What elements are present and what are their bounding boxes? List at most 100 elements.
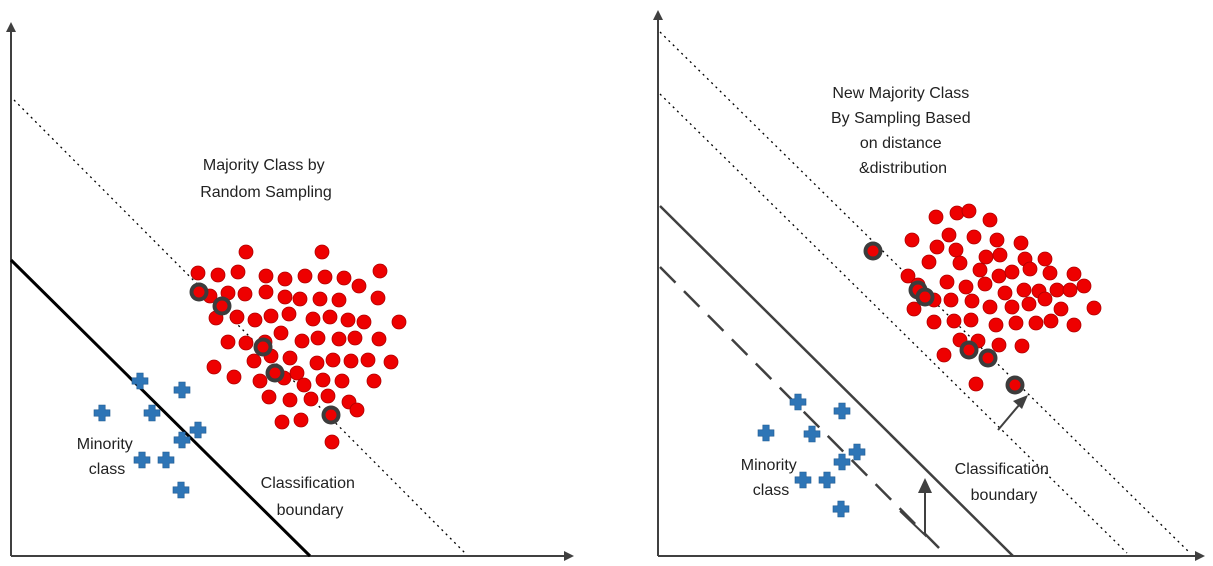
majority-point (226, 369, 242, 385)
majority-point (906, 301, 922, 317)
majority-point (1014, 338, 1030, 354)
majority-point (900, 268, 916, 284)
majority-point (246, 353, 262, 369)
margin-shift-arrowhead-icon (1013, 395, 1028, 409)
majority-point (220, 334, 236, 350)
majority-point (320, 388, 336, 404)
majority-point (926, 314, 942, 330)
majority-point (322, 309, 338, 325)
left-margin-line (13, 99, 466, 554)
majority-point (206, 359, 222, 375)
majority-point (1008, 315, 1024, 331)
majority-point (247, 312, 263, 328)
majority-point (1037, 291, 1053, 307)
majority-point (371, 331, 387, 347)
right-panel: New Majority Class By Sampling Based on … (653, 10, 1205, 561)
majority-point (952, 255, 968, 271)
majority-point (331, 331, 347, 347)
selected-majority-point-core (257, 341, 269, 353)
majority-point (977, 276, 993, 292)
left-boundary-label: Classification boundary (261, 475, 360, 519)
majority-point (237, 286, 253, 302)
majority-point (943, 292, 959, 308)
majority-point (1053, 301, 1069, 317)
minority-point-plus-icon (818, 471, 836, 489)
majority-point (948, 242, 964, 258)
left-majority-points (189, 244, 407, 450)
right-majority-label: New Majority Class By Sampling Based on … (831, 85, 975, 177)
minority-point-plus-icon (172, 481, 190, 499)
minority-point-plus-icon (157, 451, 175, 469)
majority-point (324, 434, 340, 450)
selected-majority-point-core (216, 300, 228, 312)
minority-point-plus-icon (848, 443, 866, 461)
majority-point (936, 347, 952, 363)
majority-point (340, 312, 356, 328)
majority-point (282, 392, 298, 408)
majority-point (309, 355, 325, 371)
majority-point (1004, 299, 1020, 315)
right-classification-boundary (659, 205, 1014, 557)
majority-point (336, 270, 352, 286)
majority-point (281, 306, 297, 322)
majority-point (1016, 282, 1032, 298)
majority-point (1076, 278, 1092, 294)
right-majority-label-line-3: on distance (860, 135, 942, 152)
majority-point (1037, 251, 1053, 267)
majority-point (303, 391, 319, 407)
majority-point (274, 414, 290, 430)
left-minority-points (93, 372, 207, 499)
minority-point-plus-icon (803, 425, 821, 443)
majority-point (331, 292, 347, 308)
boundary-shift-arrowhead-icon (918, 478, 932, 493)
right-majority-label-line-4: &distribution (859, 160, 947, 177)
majority-point (252, 373, 268, 389)
majority-point (297, 268, 313, 284)
majority-point (293, 412, 309, 428)
majority-point (315, 372, 331, 388)
left-boundary-label-line-2: boundary (277, 502, 344, 519)
majority-point (928, 209, 944, 225)
right-majority-label-line-1: New Majority Class (832, 85, 969, 102)
majority-point (972, 262, 988, 278)
left-majority-label-line-2: Random Sampling (200, 184, 332, 201)
majority-point (258, 284, 274, 300)
majority-point (210, 267, 226, 283)
majority-point (282, 350, 298, 366)
minority-point-plus-icon (93, 404, 111, 422)
minority-point-plus-icon (173, 431, 191, 449)
right-margin-line-outer (659, 31, 1191, 554)
majority-point (904, 232, 920, 248)
majority-point (294, 333, 310, 349)
majority-point (1043, 313, 1059, 329)
majority-point (190, 265, 206, 281)
left-classification-boundary (9, 258, 312, 558)
left-majority-label: Majority Class by Random Sampling (200, 157, 332, 201)
majority-point (383, 354, 399, 370)
boundary-shift-arrow-icon (899, 481, 926, 538)
majority-point (1042, 265, 1058, 281)
minority-point-plus-icon (757, 424, 775, 442)
right-minority-label: Minority class (741, 457, 801, 499)
minority-point-plus-icon (794, 471, 812, 489)
majority-point (229, 309, 245, 325)
left-minority-label: Minority class (77, 436, 137, 478)
right-boundary-label-line-1: Classification (955, 461, 1049, 478)
majority-point (964, 293, 980, 309)
majority-point (343, 353, 359, 369)
selected-majority-point-core (919, 291, 931, 303)
majority-point (1028, 315, 1044, 331)
majority-point (305, 311, 321, 327)
selected-majority-point-core (193, 286, 205, 298)
right-minority-label-line-1: Minority (741, 457, 797, 474)
majority-point (929, 239, 945, 255)
majority-point (1062, 282, 1078, 298)
majority-point (989, 232, 1005, 248)
majority-point (1004, 264, 1020, 280)
majority-point (261, 389, 277, 405)
majority-point (334, 373, 350, 389)
majority-point (314, 244, 330, 260)
right-margin-line-inner (659, 93, 1128, 554)
